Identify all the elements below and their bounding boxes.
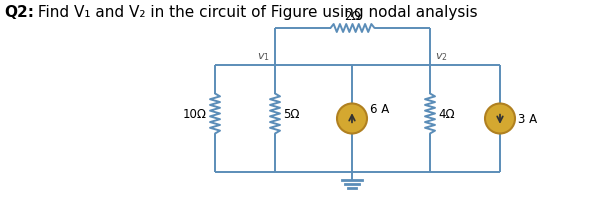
Circle shape — [485, 104, 515, 134]
Text: Find V₁ and V₂ in the circuit of Figure using nodal analysis: Find V₁ and V₂ in the circuit of Figure … — [33, 5, 478, 20]
Text: 5Ω: 5Ω — [283, 107, 299, 120]
Text: $v_1$: $v_1$ — [257, 51, 270, 63]
Text: Q2:: Q2: — [4, 5, 34, 20]
Text: 3 A: 3 A — [518, 112, 537, 125]
Text: 4Ω: 4Ω — [438, 107, 455, 120]
Text: 10Ω: 10Ω — [183, 107, 207, 120]
Text: 2Ω: 2Ω — [344, 10, 361, 23]
Text: $v_2$: $v_2$ — [435, 51, 448, 63]
Circle shape — [337, 104, 367, 134]
Text: 6 A: 6 A — [370, 102, 389, 115]
